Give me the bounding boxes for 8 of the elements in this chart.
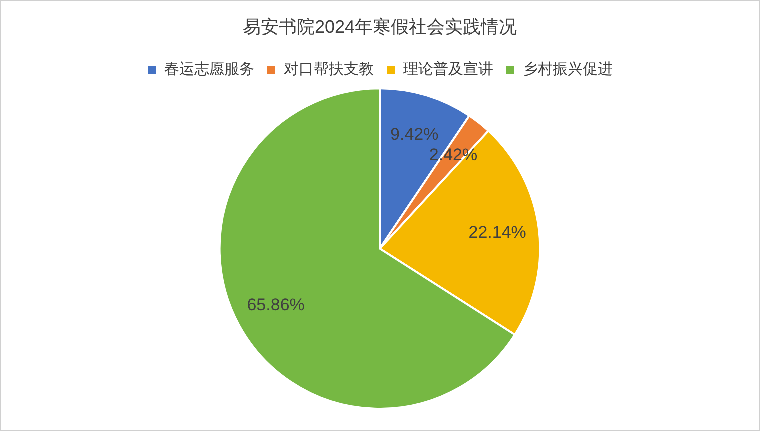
legend-label: 春运志愿服务 xyxy=(164,61,254,78)
legend-label: 理论普及宣讲 xyxy=(404,61,494,78)
data-label: 65.86% xyxy=(247,295,305,314)
chart-title: 易安书院2024年寒假社会实践情况 xyxy=(242,16,518,37)
data-label: 22.14% xyxy=(468,223,526,242)
legend-label: 乡村振兴促进 xyxy=(523,61,613,78)
data-label: 9.42% xyxy=(390,125,439,144)
legend-label: 对口帮扶支教 xyxy=(284,61,374,78)
